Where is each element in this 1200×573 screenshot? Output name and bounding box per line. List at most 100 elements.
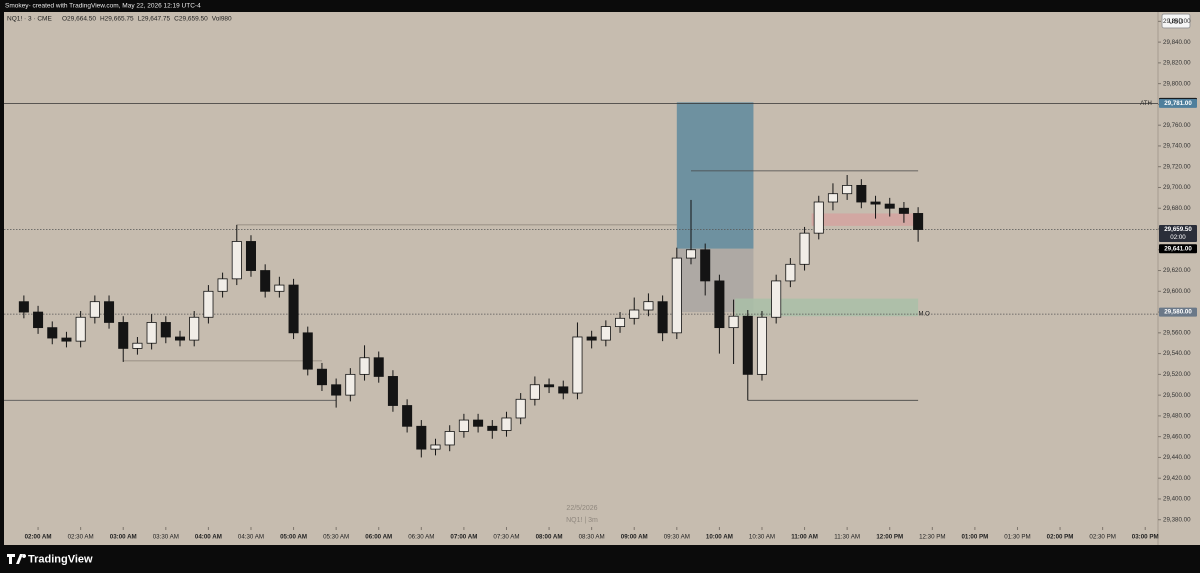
candle-body [473, 419, 484, 427]
candle-body [785, 263, 796, 282]
x-tick-label: 09:30 AM [664, 534, 690, 541]
candle-body [302, 332, 313, 370]
price-tag [1159, 307, 1197, 317]
candle-body [643, 301, 654, 311]
candle [785, 258, 796, 288]
candle [870, 195, 881, 219]
time-axis-background [4, 527, 1200, 545]
candle [373, 351, 384, 383]
candle-body [174, 336, 186, 341]
candle [288, 278, 299, 340]
candle [685, 199, 697, 265]
ohlc-legend-item: H29,665.75 [100, 16, 134, 23]
candle-body [359, 357, 370, 375]
candle [544, 378, 555, 394]
currency-button[interactable] [1161, 13, 1191, 29]
x-tick-label: 02:30 PM [1089, 534, 1115, 541]
candle-body [657, 301, 668, 334]
ohlc-legend-item: C29,659.50 [174, 16, 208, 23]
candle [629, 297, 640, 325]
x-tick-label: 01:30 PM [1004, 534, 1030, 541]
candle-body [714, 280, 725, 329]
candle-body [47, 327, 58, 339]
candle-body [685, 249, 697, 259]
candle [430, 438, 441, 456]
candle [274, 276, 285, 298]
candle [771, 274, 782, 324]
x-tick-label: 01:00 PM [961, 534, 988, 541]
y-tick-label: 29,560.00 [1163, 329, 1191, 336]
x-tick-label: 02:30 AM [68, 534, 94, 541]
candle [487, 420, 498, 439]
x-tick-label: 09:00 AM [621, 534, 648, 541]
candle-body [756, 316, 767, 375]
y-tick-label: 29,480.00 [1163, 413, 1191, 420]
candle [331, 378, 342, 408]
candle [245, 235, 256, 277]
y-tick-label: 29,460.00 [1163, 433, 1191, 440]
watermark: NQ1! | 3m [566, 517, 598, 524]
price-tag-label: 29,580.00 [1164, 309, 1192, 316]
candle-body [742, 315, 753, 375]
y-tick-label: 29,540.00 [1163, 350, 1191, 357]
candle [473, 413, 484, 433]
x-tick-label: 10:00 AM [706, 534, 733, 541]
chart-layer: O29,664.50 H29,665.75 L29,647.75 C29,659.50… [4, 16, 1197, 541]
y-tick-label: 29,700.00 [1163, 184, 1191, 191]
candle [501, 411, 512, 437]
level-label: M.O [918, 312, 930, 318]
price-tag [1159, 225, 1197, 243]
candle [174, 330, 186, 347]
candle-body [529, 384, 540, 400]
candle-body [700, 249, 711, 282]
x-tick-label: 08:00 AM [536, 534, 563, 541]
watermark: 22/5/2026 [566, 505, 597, 512]
y-tick-label: 29,840.00 [1163, 39, 1191, 46]
candle-body [89, 301, 100, 318]
candle-body [813, 201, 824, 234]
candle-body [728, 315, 739, 329]
candle-body [771, 280, 782, 318]
candle-body [870, 201, 881, 205]
x-tick-label: 11:30 AM [834, 534, 860, 541]
candle [728, 299, 739, 364]
candle [756, 311, 767, 381]
x-tick-label: 12:00 PM [876, 534, 903, 541]
candle [913, 207, 924, 242]
zone [811, 213, 919, 226]
candle [600, 320, 611, 347]
candle-body [501, 417, 512, 431]
y-tick-label: 29,860.00 [1163, 18, 1191, 25]
candle [458, 413, 469, 438]
currency-label[interactable]: USD [1169, 18, 1184, 25]
candle [813, 195, 824, 240]
ohlc-legend-item: L29,647.75 [138, 16, 171, 23]
candle [47, 321, 58, 345]
y-tick-label: 29,400.00 [1163, 496, 1191, 503]
candle [359, 345, 370, 381]
candle-body [615, 317, 626, 328]
candle-body [544, 384, 555, 388]
candle [387, 370, 398, 412]
candle-body [217, 278, 228, 292]
y-tick-label: 29,620.00 [1163, 267, 1191, 274]
x-tick-label: 06:30 AM [408, 534, 434, 541]
y-tick-label: 29,680.00 [1163, 205, 1191, 212]
candle [260, 264, 271, 298]
y-tick-label: 29,820.00 [1163, 60, 1191, 67]
price-tag [1159, 244, 1197, 254]
x-tick-label: 10:30 AM [749, 534, 775, 541]
x-tick-label: 04:30 AM [238, 534, 264, 541]
x-tick-label: 12:30 PM [919, 534, 945, 541]
candle-body [75, 316, 86, 342]
candle-body [898, 207, 909, 214]
candle-body [274, 284, 285, 292]
y-tick-label: 29,440.00 [1163, 454, 1191, 461]
candle [700, 243, 711, 296]
header-caption: Smokey- created with TradingView.com, Ma… [5, 3, 201, 10]
candle-body [231, 241, 242, 280]
candle [742, 309, 753, 401]
candle-body [884, 203, 895, 209]
x-tick-label: 04:00 AM [195, 534, 222, 541]
